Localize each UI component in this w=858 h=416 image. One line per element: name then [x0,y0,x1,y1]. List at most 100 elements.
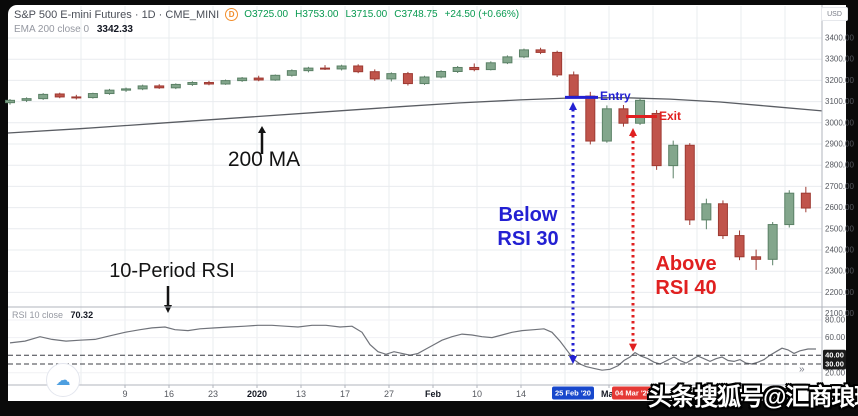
time-axis[interactable]: 9 16 23 2020 13 17 27 Feb 10 14 Mar 25 Feb '20 04 Ma… [8,384,846,401]
candle [485,61,496,71]
time-axis-label: Mar [601,389,618,399]
ma-200-callout[interactable]: 200 MA [227,148,301,171]
candle [104,88,115,95]
candle [203,80,214,86]
candle [751,249,762,270]
price-axis-label: 2300.00 [825,267,854,276]
cloud-icon[interactable]: ☁ [46,363,80,397]
time-axis-label: 9 [122,389,127,399]
time-axis-label: 2020 [247,389,267,399]
price-axis-label: 3000.00 [825,118,854,127]
price-axis-label: 2700.00 [825,182,854,191]
candle [303,66,314,73]
candle [635,98,646,125]
ema-legend-value: 3342.33 [96,24,133,35]
below-rsi30-callout[interactable]: Below RSI 30 [478,203,578,251]
gridlines [8,6,822,385]
axis-expand-icon[interactable]: » [799,364,805,375]
candle [518,48,529,59]
candle [502,55,513,65]
candle [336,64,347,71]
rsi-level-badge [823,358,846,370]
rsi-legend-row[interactable]: RSI 10 close 70.32 [12,310,93,320]
entry-annotation-label[interactable]: Entry [600,89,631,103]
time-axis-label: 14 [516,389,526,399]
ma-pointer-arrow [258,126,266,154]
candle [170,83,181,90]
time-axis-label: 17 [340,389,350,399]
candle [552,50,563,78]
candle [568,71,579,99]
price-axis-label: 2600.00 [825,203,854,212]
high-value: H3753.00 [295,9,339,20]
time-axis-date-badge [552,386,594,400]
symbol-header[interactable]: S&P 500 E-mini Futures · 1D · CME_MINI D… [14,8,519,21]
price-axis-label: 2900.00 [825,140,854,149]
price-axis-label: 2100.00 [825,309,854,318]
ohlc-readout: O3725.00 H3753.00 L3715.00 C3748.75 +24.… [244,9,519,20]
candle [187,81,198,86]
red-dotted-arrow[interactable] [629,128,637,352]
candle [237,77,248,82]
price-axis[interactable]: 3400.00 3300.00 3200.00 3100.00 3000.00 2900.… [821,5,854,401]
candle [684,143,695,225]
above-rsi40-line2: RSI 40 [655,277,717,299]
rsi-legend-label: RSI 10 close [12,310,64,320]
candle [54,92,65,99]
rsi-axis-label: 60.00 [825,333,846,342]
candle [436,70,447,79]
rsi-axis-label: 80.00 [825,316,846,325]
candle [800,186,811,213]
candlestick-series [5,47,811,270]
time-axis-label: 16 [164,389,174,399]
candle [21,97,32,103]
time-axis-label: 13 [296,389,306,399]
close-value: C3748.75 [394,9,438,20]
currency-toggle-button[interactable]: USD [821,7,848,21]
time-axis-date-badge-text: 04 Mar '20 [615,389,651,398]
ema-legend-row[interactable]: EMA 200 close 0 3342.33 [14,24,133,35]
price-axis-label: 2800.00 [825,161,854,170]
candle [585,91,596,145]
rsi-level-badge [823,349,846,361]
candle [469,63,480,72]
price-axis-label: 2500.00 [825,224,854,233]
candle [137,84,148,91]
candle [668,140,679,179]
candle [5,99,15,105]
ma-line [7,96,823,134]
candle [386,72,397,82]
rsi-level-badge-text: 30.00 [825,360,844,369]
candle [38,93,49,100]
price-axis-label: 2400.00 [825,246,854,255]
rsi-line [9,324,816,371]
candle [220,79,231,85]
symbol-title: S&P 500 E-mini Futures · 1D · CME_MINI [14,8,220,21]
above-rsi40-callout[interactable]: Above RSI 40 [636,252,736,300]
rsi-pointer-arrow [164,286,172,313]
exit-annotation-label[interactable]: Exit [659,109,682,123]
candle [402,71,413,86]
candle [452,65,463,73]
candle [369,69,380,81]
rsi-legend-value: 70.32 [70,310,94,320]
candle [767,222,778,266]
time-axis-label: 23 [208,389,218,399]
candle [154,84,165,89]
time-axis-label: 10 [472,389,482,399]
price-axis-label: 3100.00 [825,97,854,106]
price-axis-label: 2200.00 [825,288,854,297]
price-axis-label: 3200.00 [825,76,854,85]
watermark-text: 头条搜狐号@汇商琅琊榜 [648,384,858,411]
candle [270,74,281,81]
rsi-period-callout[interactable]: 10-Period RSI [109,260,235,282]
candle [734,230,745,261]
below-rsi30-line2: RSI 30 [497,228,559,250]
ema-legend-label: EMA 200 close 0 [14,24,90,35]
candle [121,87,132,92]
delayed-data-icon[interactable]: D [225,8,239,21]
time-axis-date-badge-text: 25 Feb '20 [555,389,591,398]
candle [419,75,430,85]
blue-dotted-arrow[interactable] [569,102,577,364]
